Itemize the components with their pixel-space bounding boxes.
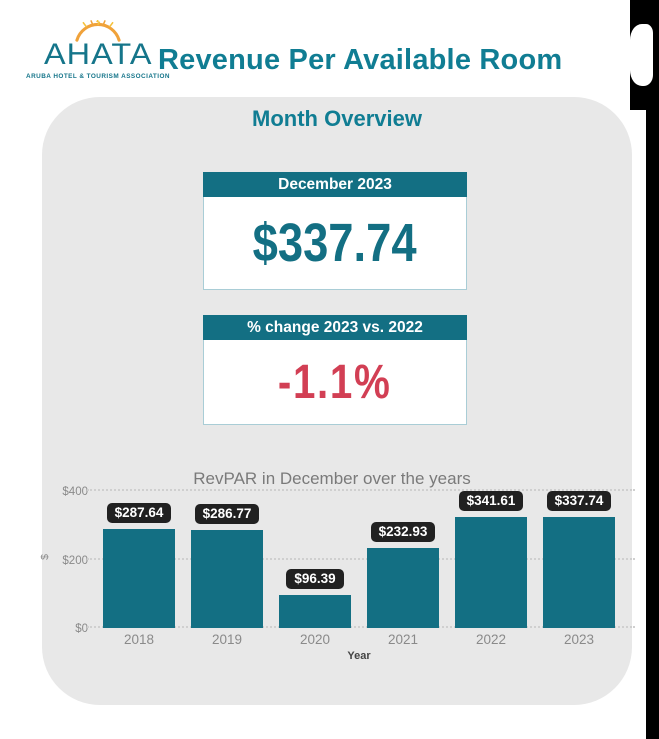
edge-cutoff-shape	[630, 24, 653, 86]
bar-slot-2022: $341.61	[447, 491, 535, 628]
right-edge-black-strip	[646, 0, 659, 739]
kpi-body-percent-change: -1.1%	[203, 340, 467, 425]
kpi-box-revpar: December 2023 $337.74	[203, 172, 467, 290]
kpi-value-revpar: $337.74	[253, 213, 417, 273]
bar-value-label-2021: $232.93	[370, 522, 436, 542]
bar-value-label-2023: $337.74	[546, 491, 612, 511]
ahata-logo: AHATA ARUBA HOTEL & TOURISM ASSOCIATION	[26, 20, 170, 80]
bar-2021[interactable]	[367, 548, 439, 628]
bar-2023[interactable]	[543, 517, 615, 628]
bar-slot-2018: $287.64	[95, 491, 183, 628]
logo-tagline: ARUBA HOTEL & TOURISM ASSOCIATION	[26, 73, 170, 80]
kpi-value-percent-change: -1.1%	[278, 355, 392, 409]
bar-2020[interactable]	[279, 595, 351, 628]
x-tick-2019: 2019	[211, 632, 243, 647]
card-title: Month Overview	[252, 106, 422, 131]
y-tick-$0: $0	[75, 623, 88, 635]
x-tick-2020: 2020	[299, 632, 331, 647]
bar-2019[interactable]	[191, 530, 263, 628]
y-tick-$200: $200	[62, 554, 88, 567]
x-tick-2022: 2022	[475, 632, 507, 647]
y-tick-$400: $400	[62, 486, 88, 498]
kpi-box-percent-change: % change 2023 vs. 2022 -1.1%	[203, 315, 467, 425]
x-axis-label: Year	[347, 650, 371, 662]
gridline-$400	[87, 489, 635, 491]
bar-value-label-2018: $287.64	[106, 503, 172, 523]
sun-icon	[75, 20, 121, 42]
bar-value-label-2019: $286.77	[194, 504, 260, 524]
gridline-$0	[87, 626, 635, 628]
x-tick-2021: 2021	[387, 632, 419, 647]
bar-slot-2020: $96.39	[271, 491, 359, 628]
gridline-$200	[87, 557, 635, 560]
x-tick-2023: 2023	[563, 632, 595, 647]
x-tick-2018: 2018	[123, 632, 155, 647]
chart-title: RevPAR in December over the years	[193, 469, 471, 488]
bar-slot-2023: $337.74	[535, 491, 623, 628]
plot-area: $287.64 $286.77 $96.39 $232.93 $341.61 $337.7…	[87, 489, 635, 628]
logo-wordmark: AHATA	[43, 38, 153, 71]
bar-value-label-2020: $96.39	[286, 569, 344, 589]
page-title: Revenue Per Available Room	[158, 44, 563, 76]
bar-2018[interactable]	[103, 529, 175, 628]
kpi-header-percent-change: % change 2023 vs. 2022	[203, 315, 467, 340]
bar-2022[interactable]	[455, 517, 527, 628]
bar-slot-2021: $232.93	[359, 491, 447, 628]
x-axis-ticks: 2018 2019 2020 2021 2022 2023	[95, 632, 623, 647]
kpi-header-month: December 2023	[203, 172, 467, 197]
bar-slot-2019: $286.77	[183, 491, 271, 628]
y-axis: $0 $200 $400	[50, 486, 88, 635]
kpi-body-revpar: $337.74	[203, 197, 467, 290]
bar-value-label-2022: $341.61	[458, 491, 524, 511]
